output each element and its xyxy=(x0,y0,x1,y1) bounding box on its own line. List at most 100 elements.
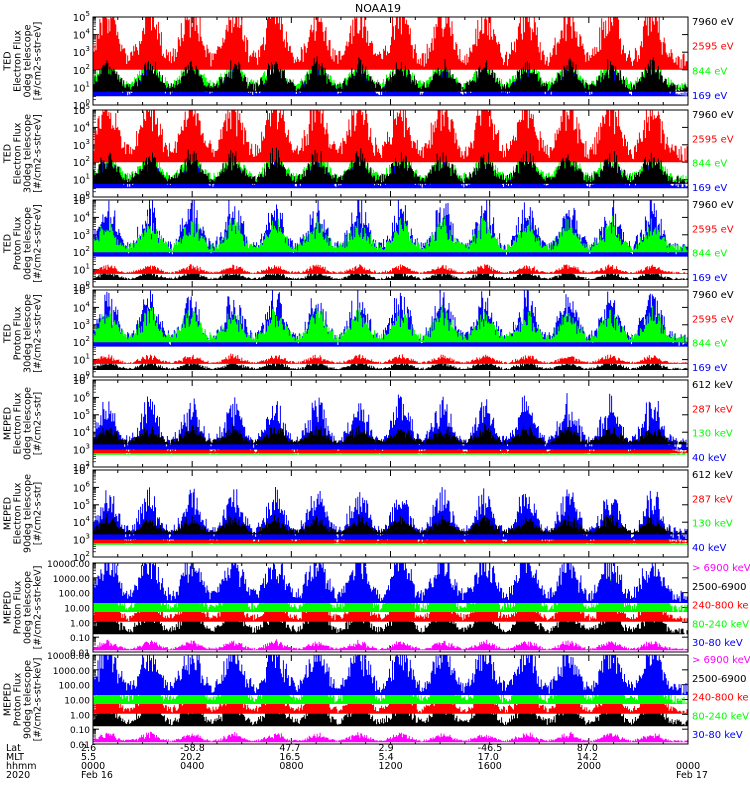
y-axis-label-line: Electron Flux xyxy=(13,122,24,184)
panel-frame-overlay xyxy=(92,289,689,378)
y-axis-label-line: 0deg telescope xyxy=(23,207,34,280)
y-tick-label: 106 xyxy=(73,480,91,494)
y-tick-label: 102 xyxy=(73,550,90,564)
y-axis-label-line: 0deg telescope xyxy=(23,387,34,460)
y-tick-label: 1.00 xyxy=(70,711,90,721)
y-tick-label: 101 xyxy=(73,173,90,187)
x-axis-date-label: Feb 16 xyxy=(81,770,113,781)
y-tick-label: 102 xyxy=(73,245,90,259)
flux-trace-green xyxy=(93,304,688,343)
legend-entry: 844 eV xyxy=(692,339,727,350)
flux-trace-blue xyxy=(93,563,688,603)
panel-5: 102 103 104 105 106 107 MEPED Electron Flux 0deg… xyxy=(3,373,733,474)
legend-entry: 844 eV xyxy=(692,66,727,77)
flux-trace-red xyxy=(93,17,688,70)
panel-4: 100 101 102 103 104 105 TED Proton Flux 30deg te… xyxy=(3,283,734,384)
flux-trace-magenta xyxy=(93,639,688,651)
y-tick-label: 105 xyxy=(73,193,90,207)
y-tick-label: 0.10 xyxy=(70,634,90,644)
legend-entry: 612 keV xyxy=(692,380,733,391)
legend-entry: 7960 eV xyxy=(692,290,734,301)
legend-entry: 80-240 keV xyxy=(692,711,749,722)
y-tick-label: 105 xyxy=(73,408,90,422)
y-tick-label: 104 xyxy=(73,120,91,134)
y-axis-label-line: Electron Flux xyxy=(13,392,24,454)
y-tick-label: 104 xyxy=(73,28,91,42)
legend-entry: 130 keV xyxy=(692,519,733,530)
x-axis-hhmm-label: 2000 xyxy=(577,761,601,772)
y-axis-label-line: Proton Flux xyxy=(13,580,24,634)
flux-traces xyxy=(93,655,688,743)
panel-6: 102 103 104 105 106 107 MEPED Electron Flux 90de… xyxy=(3,463,733,564)
x-axis-mlt-label: 17.0 xyxy=(478,752,499,763)
x-row-label: hhmm xyxy=(6,761,37,772)
figure-title: NOAA19 xyxy=(355,2,401,15)
y-tick-label: 100 xyxy=(73,370,90,384)
y-tick-label: 104 xyxy=(73,210,91,224)
y-axis-label-line: 30deg telescope xyxy=(23,294,34,373)
panel-2: 100 101 102 103 104 105 TED Electron Flux 30deg … xyxy=(3,103,734,204)
y-axis-label-line: TED xyxy=(3,51,14,71)
panel-1: 100 101 102 103 104 105 TED Electron Flux 0deg t… xyxy=(3,10,734,112)
y-tick-label: 104 xyxy=(73,515,91,529)
y-axis-label-line: 0deg telescope xyxy=(23,571,34,644)
y-tick-label: 0.01 xyxy=(70,741,90,751)
flux-trace-black xyxy=(93,147,688,184)
y-axis-label-line: MEPED xyxy=(3,497,14,530)
legend-entry: 287 keV xyxy=(692,404,733,415)
y-tick-label: 100.00 xyxy=(59,590,91,600)
y-tick-label: 100 xyxy=(73,280,90,294)
flux-trace-red xyxy=(93,110,688,163)
flux-traces xyxy=(93,17,688,97)
legend-entry: 2595 eV xyxy=(692,42,734,53)
legend-entry: > 6900 keV xyxy=(692,655,750,666)
y-axis-label-line: Proton Flux xyxy=(13,672,24,726)
panel-frame-overlay xyxy=(92,379,689,468)
legend-entry: 2500-6900 xyxy=(692,582,747,593)
x-axis-mlt-label: 20.2 xyxy=(180,752,201,763)
y-tick-label: 100 xyxy=(73,190,90,204)
y-tick-label: 105 xyxy=(73,498,90,512)
x-row-label: MLT xyxy=(6,752,24,763)
y-axis-label-line: MEPED xyxy=(3,591,14,624)
y-axis-label-line: Proton Flux xyxy=(13,216,24,270)
y-tick-label: 10000.00 xyxy=(47,560,90,570)
y-tick-label: 104 xyxy=(73,425,91,439)
y-axis-label-line: MEPED xyxy=(3,683,14,716)
flux-trace-blue xyxy=(93,655,688,695)
y-tick-label: 0.10 xyxy=(70,726,90,736)
panel-frame-overlay xyxy=(92,16,689,106)
legend-entry: 30-80 keV xyxy=(692,730,743,741)
y-axis-label-line: TED xyxy=(3,324,14,344)
y-tick-label: 103 xyxy=(73,318,90,332)
legend-entry: 7960 eV xyxy=(692,17,734,28)
y-tick-label: 0.01 xyxy=(70,649,90,659)
flux-trace-black xyxy=(93,269,688,280)
y-tick-label: 101 xyxy=(73,263,90,277)
panel-frame-overlay xyxy=(92,654,689,745)
legend-entry: 2595 eV xyxy=(692,134,734,145)
y-axis-label-line: [#/cm2-s-str-keV] xyxy=(33,658,44,742)
y-axis-label-line: [#/cm2-s-str] xyxy=(33,392,44,455)
x-axis-lat-label: 47.7 xyxy=(279,743,300,754)
x-axis-hhmm-label: 0800 xyxy=(279,761,303,772)
x-axis-mlt-label: 16.5 xyxy=(279,752,300,763)
flux-trace-black xyxy=(93,56,688,92)
x-axis-mlt-label: 14.2 xyxy=(577,752,598,763)
legend-entry: 240-800 ke xyxy=(692,601,749,612)
x-axis-lat-label: 2.6 xyxy=(81,743,96,754)
y-tick-label: 1.00 xyxy=(70,619,90,629)
y-tick-label: 102 xyxy=(73,460,90,474)
flux-trace-black xyxy=(93,423,688,445)
x-axis-hhmm-label: 1200 xyxy=(379,761,403,772)
y-tick-label: 103 xyxy=(73,533,90,547)
legend-entry: 40 keV xyxy=(692,453,726,464)
panel-frame-overlay xyxy=(92,109,689,198)
y-axis-label-line: [#/cm2-s-str-eV] xyxy=(33,294,44,373)
flux-traces xyxy=(93,200,688,280)
y-axis-label-line: TED xyxy=(3,144,14,164)
y-axis-label-line: 30deg telescope xyxy=(23,114,34,193)
